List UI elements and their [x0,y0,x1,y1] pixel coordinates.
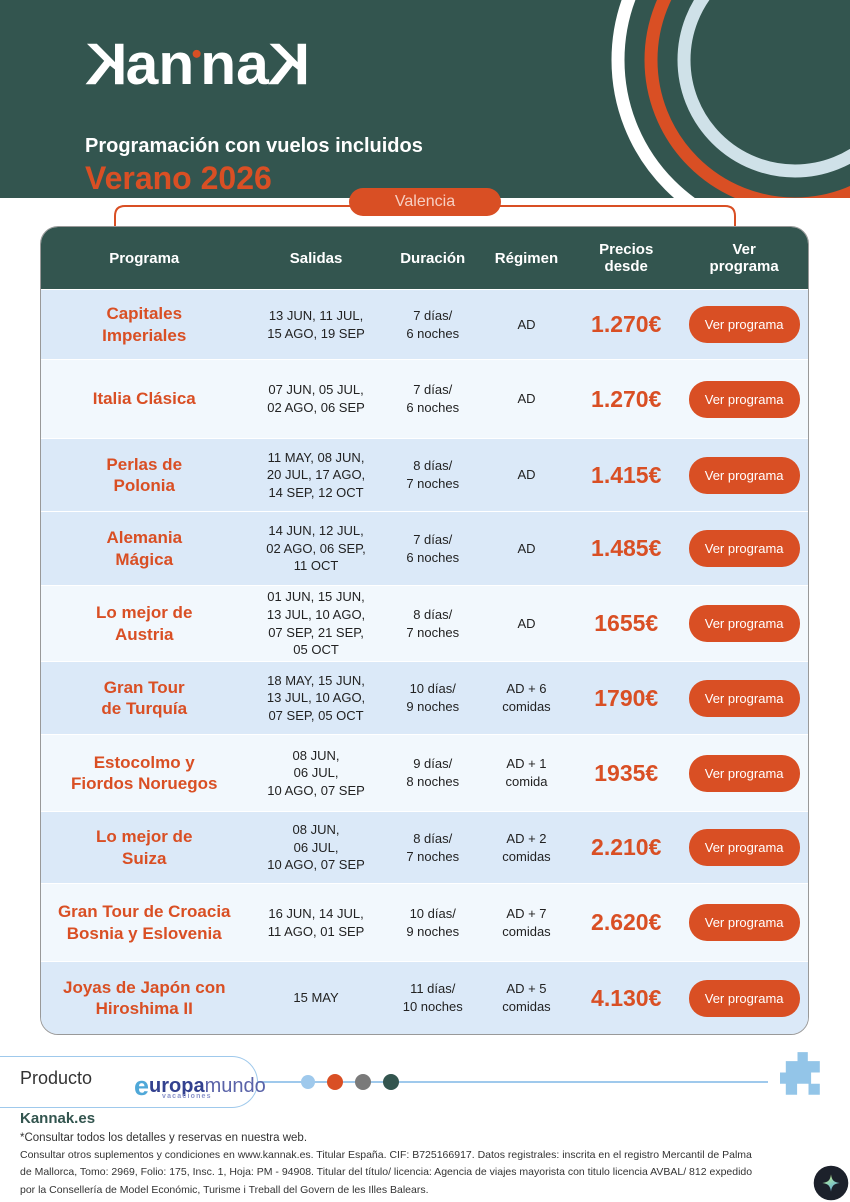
svg-text:na: na [200,32,270,97]
svg-text:an: an [126,32,195,97]
